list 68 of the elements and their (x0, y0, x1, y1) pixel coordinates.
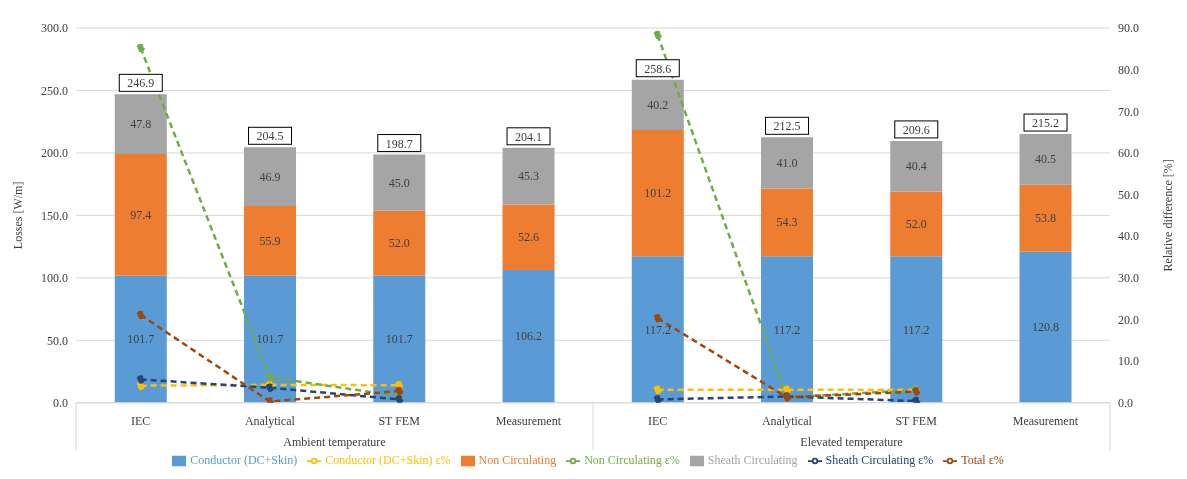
y2-tick-label: 70.0 (1118, 104, 1139, 119)
data-label: 52.6 (518, 230, 540, 245)
total-label: 204.1 (515, 129, 543, 144)
total-label: 204.5 (256, 129, 284, 144)
legend-label: Sheath Circulating (707, 452, 798, 467)
data-label: 101.7 (256, 332, 284, 347)
data-label: 97.4 (130, 207, 152, 222)
data-label: 117.2 (773, 322, 801, 337)
y2-tick-label: 10.0 (1118, 354, 1139, 369)
y-tick-label: 250.0 (41, 83, 68, 98)
legend-label: Non Circulating ε% (584, 452, 680, 467)
legend-label: Conductor (DC+Skin) ε% (325, 452, 451, 467)
y-tick-label: 300.0 (41, 21, 68, 36)
y2-tick-label: 90.0 (1118, 21, 1139, 36)
data-label: 46.9 (259, 169, 281, 184)
data-label: 40.2 (647, 97, 669, 112)
x-tick-label: IEC (647, 413, 668, 428)
data-label: 45.3 (518, 169, 540, 184)
data-label: 117.2 (902, 322, 930, 337)
y-tick-label: 150.0 (41, 208, 68, 223)
data-label: 106.2 (515, 329, 543, 344)
total-label: 198.7 (385, 136, 413, 151)
total-label: 212.5 (773, 119, 801, 134)
data-label: 117.2 (644, 322, 672, 337)
x-tick-label: Analytical (244, 413, 296, 428)
y2-tick-label: 50.0 (1118, 187, 1139, 202)
y2-tick-label: 20.0 (1118, 312, 1139, 327)
data-label: 53.8 (1035, 211, 1057, 226)
data-label: 101.2 (644, 186, 672, 201)
legend-label: Sheath Circulating ε% (825, 452, 934, 467)
data-label: 52.0 (905, 216, 927, 231)
data-label: 52.0 (388, 236, 410, 251)
text: Ambient temperature (283, 434, 386, 449)
legend-label: Non Circulating (478, 452, 557, 467)
data-label: 40.5 (1035, 152, 1057, 167)
y-tick-label: 50.0 (47, 333, 68, 348)
y-axis-title: Losses [W/m] (11, 181, 26, 250)
x-tick-label: Analytical (761, 413, 813, 428)
text: Elevated temperature (800, 434, 903, 449)
x-tick-label: ST FEM (895, 413, 938, 428)
y-tick-label: 200.0 (41, 146, 68, 161)
legend-label: Total ε% (961, 452, 1004, 467)
total-label: 246.9 (127, 76, 155, 91)
data-label: 101.7 (127, 332, 155, 347)
data-label: 45.0 (388, 175, 410, 190)
data-label: 101.7 (385, 332, 413, 347)
data-label: 54.3 (776, 215, 798, 230)
total-label: 215.2 (1032, 116, 1060, 131)
y2-axis-title: Relative difference [%] (1161, 159, 1176, 272)
x-tick-label: ST FEM (378, 413, 421, 428)
y2-tick-label: 80.0 (1118, 62, 1139, 77)
y2-tick-label: 0.0 (1118, 396, 1133, 411)
y2-tick-label: 60.0 (1118, 146, 1139, 161)
total-label: 258.6 (644, 61, 672, 76)
y2-tick-label: 30.0 (1118, 271, 1139, 286)
data-label: 55.9 (259, 233, 281, 248)
data-label: 47.8 (130, 117, 152, 132)
data-label: 41.0 (776, 155, 798, 170)
y-tick-label: 100.0 (41, 271, 68, 286)
data-label: 120.8 (1032, 320, 1060, 335)
x-tick-label: Measurement (495, 413, 562, 428)
x-tick-label: IEC (130, 413, 151, 428)
y-tick-label: 0.0 (53, 396, 68, 411)
data-label: 40.4 (905, 159, 927, 174)
y2-tick-label: 40.0 (1118, 229, 1139, 244)
x-tick-label: Measurement (1012, 413, 1079, 428)
legend-label: Conductor (DC+Skin) (190, 452, 298, 467)
total-label: 209.6 (902, 122, 930, 137)
